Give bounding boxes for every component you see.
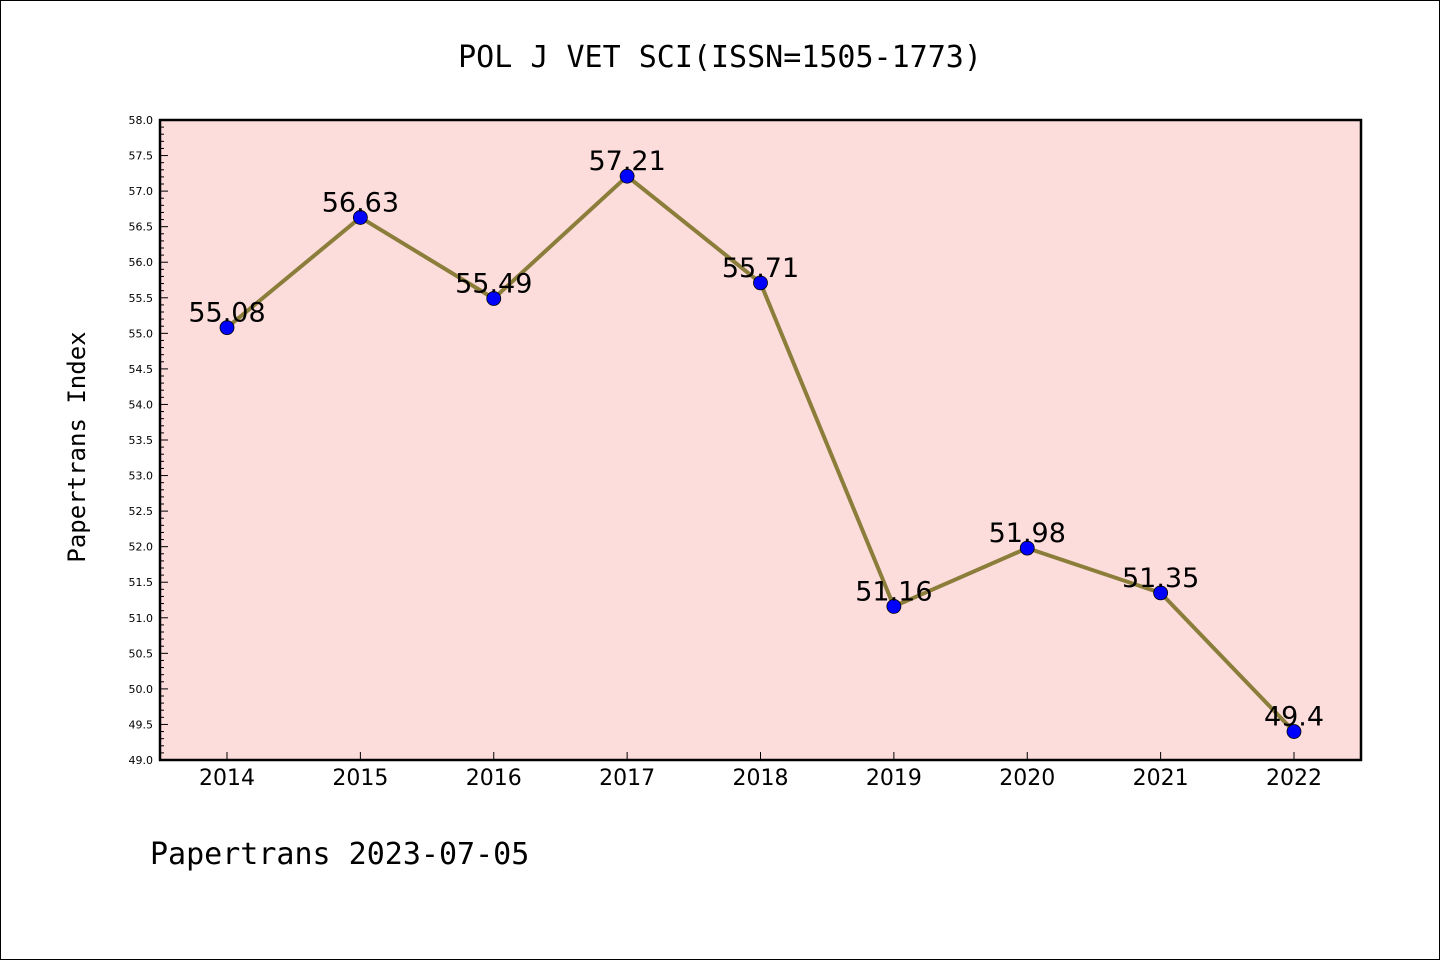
- y-tick-label: 52.5: [129, 505, 154, 518]
- x-axis: 2014 2015 2016 2017 2018 2019 2020 2021 2022: [199, 752, 1322, 791]
- data-point: [1153, 585, 1169, 601]
- x-tick-label: 2022: [1266, 766, 1322, 791]
- x-tick-label: 2019: [866, 766, 922, 791]
- x-tick-label: 2020: [999, 766, 1055, 791]
- data-point: [619, 168, 635, 184]
- x-tick-label: 2018: [733, 766, 789, 791]
- y-axis-label: Papertrans Index: [63, 331, 91, 562]
- y-tick-label: 57.5: [129, 150, 154, 163]
- data-point: [352, 210, 368, 225]
- y-tick-label: 51.5: [129, 576, 154, 589]
- y-tick-label: 52.0: [129, 541, 154, 554]
- x-tick-label: 2021: [1133, 766, 1189, 791]
- data-label: 55.08: [188, 298, 265, 329]
- y-tick-label: 50.0: [129, 683, 154, 696]
- series-group: [219, 168, 1302, 739]
- y-tick-label: 54.0: [129, 398, 154, 411]
- y-tick-label: 50.5: [129, 647, 154, 660]
- footer-text: Papertrans 2023-07-05: [150, 837, 529, 872]
- plot-border: [158, 118, 1363, 762]
- data-point: [486, 291, 502, 306]
- data-label: 55.49: [455, 268, 532, 299]
- x-tick-label: 2014: [199, 766, 255, 791]
- data-point: [1286, 724, 1302, 739]
- data-label: 49.4: [1264, 702, 1324, 733]
- y-tick-label: 57.0: [129, 185, 154, 198]
- data-point: [219, 320, 235, 336]
- chart-title: POL J VET SCI(ISSN=1505-1773): [458, 40, 982, 75]
- data-label: 51.98: [989, 518, 1066, 549]
- data-labels: 55.08 56.63 55.49 57.21 55.71 51.16 51.98 51.35…: [188, 146, 1324, 732]
- data-point: [753, 275, 768, 291]
- x-tick-label: 2016: [466, 766, 522, 791]
- data-label: 57.21: [588, 146, 665, 177]
- data-label: 56.63: [322, 187, 399, 218]
- data-label: 51.35: [1122, 563, 1199, 594]
- y-axis: 49.0 49.5 50.0 50.5 51.0 51.5 52.0 52.5 53.0 53.5…: [129, 114, 168, 767]
- y-tick-label: 51.0: [129, 612, 154, 625]
- data-point: [1019, 540, 1035, 556]
- data-point: [886, 599, 902, 614]
- data-label: 55.71: [722, 253, 799, 284]
- y-tick-label: 53.5: [129, 434, 154, 447]
- plot-area: [160, 120, 1361, 760]
- x-tick-label: 2017: [599, 766, 655, 791]
- y-tick-label: 49.5: [129, 718, 154, 731]
- y-tick-label: 54.5: [129, 363, 154, 376]
- x-tick-label: 2015: [332, 766, 388, 791]
- y-tick-label: 58.0: [129, 114, 154, 127]
- y-tick-label: 56.5: [129, 221, 154, 234]
- y-tick-label: 55.5: [129, 292, 154, 305]
- y-tick-label: 55.0: [129, 327, 154, 340]
- y-tick-label: 56.0: [129, 256, 154, 269]
- y-tick-label: 53.0: [129, 470, 154, 483]
- data-label: 51.16: [855, 576, 932, 607]
- y-tick-label: 49.0: [129, 754, 154, 767]
